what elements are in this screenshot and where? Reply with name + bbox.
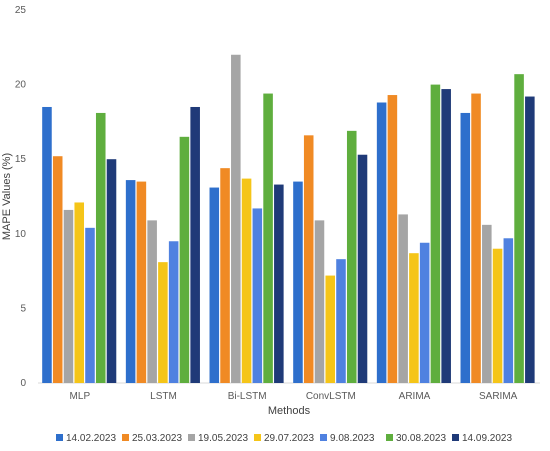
legend-label: 14.09.2023 <box>462 433 512 444</box>
bars <box>42 54 535 384</box>
bar <box>42 106 52 383</box>
bar <box>303 135 314 383</box>
bar <box>241 178 252 383</box>
x-axis-ticks: MLP LSTM Bi-LSTM ConvLSTM ARIMA SARIMA <box>70 391 518 402</box>
bar <box>471 93 481 383</box>
bar <box>179 136 190 383</box>
legend-label: 14.02.2023 <box>66 433 116 444</box>
bar <box>387 95 398 383</box>
legend-label: 25.03.2023 <box>132 433 182 444</box>
legend-swatch <box>122 434 129 441</box>
bar <box>482 224 492 383</box>
legend-label: 9.08.2023 <box>330 433 375 444</box>
legend-swatch <box>254 434 261 441</box>
bar <box>293 181 303 383</box>
bar <box>460 112 471 383</box>
bar <box>325 275 336 383</box>
x-axis-title: Methods <box>268 405 311 417</box>
bar <box>409 253 419 383</box>
legend-label: 29.07.2023 <box>264 433 314 444</box>
bar <box>168 241 179 383</box>
bar <box>314 220 325 383</box>
legend-swatch <box>56 434 63 441</box>
bar <box>209 187 220 383</box>
bar <box>274 184 284 383</box>
legend-label: 30.08.2023 <box>396 433 446 444</box>
bar <box>220 168 230 383</box>
bar <box>525 96 535 383</box>
legend: 14.02.2023 25.03.2023 19.05.2023 29.07.2023… <box>56 433 512 444</box>
legend-swatch <box>386 434 393 441</box>
y-tick-label: 15 <box>15 154 27 165</box>
bar <box>147 220 157 383</box>
bar <box>430 84 441 383</box>
y-tick-label: 20 <box>15 80 27 91</box>
bar <box>398 214 408 383</box>
y-tick-label: 0 <box>20 378 26 389</box>
bar <box>231 54 241 383</box>
bar <box>492 248 503 383</box>
bar <box>419 242 430 383</box>
y-tick-label: 10 <box>15 229 27 240</box>
bar <box>263 93 273 383</box>
legend-swatch <box>452 434 459 441</box>
y-axis-ticks: 0 5 10 15 20 25 <box>15 5 27 389</box>
x-tick-label: Bi-LSTM <box>228 391 267 402</box>
bar <box>357 154 368 383</box>
bar <box>63 209 74 383</box>
bar <box>125 180 136 383</box>
bar <box>190 106 200 383</box>
bar <box>514 74 524 383</box>
bar <box>106 159 117 383</box>
x-tick-label: ConvLSTM <box>306 391 356 402</box>
bar <box>252 208 263 383</box>
bar <box>346 130 357 383</box>
bar <box>441 89 451 384</box>
x-tick-label: LSTM <box>150 391 177 402</box>
bar <box>136 181 147 383</box>
legend-swatch <box>188 434 195 441</box>
bar <box>74 202 85 383</box>
bar <box>376 102 387 383</box>
bar <box>85 227 95 383</box>
bar <box>95 112 106 383</box>
legend-label: 19.05.2023 <box>198 433 248 444</box>
bar <box>336 259 346 383</box>
bar <box>503 238 514 383</box>
bar <box>52 156 63 383</box>
x-tick-label: MLP <box>70 391 91 402</box>
x-tick-label: SARIMA <box>479 391 518 402</box>
bar <box>158 262 168 383</box>
y-axis-title: MAPE Values (%) <box>1 153 13 240</box>
legend-swatch <box>320 434 327 441</box>
y-tick-label: 5 <box>20 303 26 314</box>
x-tick-label: ARIMA <box>399 391 431 402</box>
y-tick-label: 25 <box>15 5 27 16</box>
